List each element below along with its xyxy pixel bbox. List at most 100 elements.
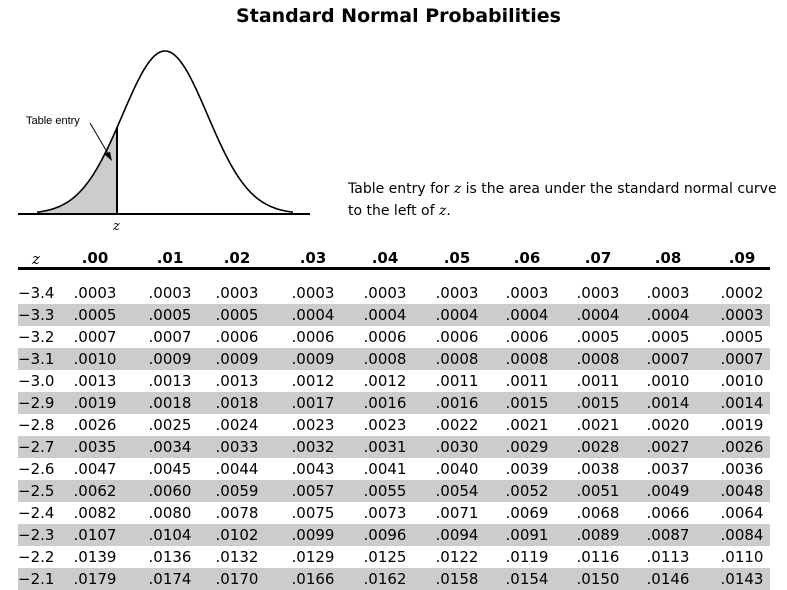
probability-cell: .0004 <box>291 306 335 324</box>
column-header: .06 <box>513 249 541 267</box>
probability-cell: .0031 <box>363 438 407 456</box>
table-row: −2.6 .0047 .0045 .0044 .0043 .0041 .0040 .0039.… <box>18 458 770 480</box>
probability-cell: .0008 <box>435 350 479 368</box>
probability-cell: .0073 <box>363 504 407 522</box>
table-row: −2.9 .0019 .0018 .0018 .0017 .0016 .0016 .0015.… <box>18 392 770 414</box>
table-row: −2.2 .0139 .0136 .0132 .0129 .0125 .0122 .0119.… <box>18 546 770 568</box>
z-value: −2.4 <box>18 504 55 522</box>
table-row: −3.3 .0005 .0005 .0005 .0004 .0004 .0004 .0004.… <box>18 304 770 326</box>
probability-cell: .0071 <box>435 504 479 522</box>
probability-cell: .0129 <box>291 548 335 566</box>
probability-cell: .0139 <box>73 548 117 566</box>
probability-cell: .0005 <box>576 328 620 346</box>
probability-cell: .0023 <box>291 416 335 434</box>
probability-cell: .0080 <box>148 504 192 522</box>
probability-cell: .0024 <box>215 416 259 434</box>
probability-cell: .0055 <box>363 482 407 500</box>
probability-cell: .0026 <box>720 438 764 456</box>
probability-cell: .0010 <box>720 372 764 390</box>
z-value: −2.3 <box>18 526 55 544</box>
annotation-arrow <box>89 122 111 158</box>
caption-text: . <box>446 203 451 219</box>
probability-cell: .0003 <box>505 284 549 302</box>
table-row: −3.2 .0007 .0007 .0006 .0006 .0006 .0006 .0006.… <box>18 326 770 348</box>
probability-cell: .0003 <box>435 284 479 302</box>
probability-cell: .0094 <box>435 526 479 544</box>
probability-cell: .0007 <box>646 350 690 368</box>
probability-cell: .0150 <box>576 570 620 588</box>
column-header: .05 <box>443 249 471 267</box>
probability-cell: .0143 <box>720 570 764 588</box>
probability-cell: .0029 <box>505 438 549 456</box>
probability-cell: .0008 <box>576 350 620 368</box>
z-value: −3.1 <box>18 350 55 368</box>
probability-cell: .0013 <box>215 372 259 390</box>
column-header: .09 <box>728 249 756 267</box>
probability-cell: .0008 <box>363 350 407 368</box>
caption-text: is the area under the standard normal cu… <box>461 181 777 197</box>
probability-cell: .0048 <box>720 482 764 500</box>
probability-cell: .0004 <box>363 306 407 324</box>
probability-cell: .0003 <box>363 284 407 302</box>
table-row: −2.1 .0179 .0174 .0170 .0166 .0162 .0158 .0154.… <box>18 568 770 590</box>
probability-cell: .0018 <box>215 394 259 412</box>
probability-cell: .0104 <box>148 526 192 544</box>
probability-cell: .0027 <box>646 438 690 456</box>
probability-cell: .0003 <box>215 284 259 302</box>
probability-cell: .0102 <box>215 526 259 544</box>
probability-cell: .0035 <box>73 438 117 456</box>
probability-cell: .0006 <box>505 328 549 346</box>
z-value: −2.1 <box>18 570 55 588</box>
probability-cell: .0006 <box>291 328 335 346</box>
probability-cell: .0113 <box>646 548 690 566</box>
probability-cell: .0005 <box>148 306 192 324</box>
probability-cell: .0032 <box>291 438 335 456</box>
probability-cell: .0015 <box>505 394 549 412</box>
table-header: z .00 .01 .02 .03 .04 .05 .06 .07 .08 .09 <box>18 248 770 270</box>
probability-cell: .0060 <box>148 482 192 500</box>
probability-cell: .0015 <box>576 394 620 412</box>
caption-z: z <box>439 203 447 219</box>
probability-cell: .0045 <box>148 460 192 478</box>
probability-cell: .0043 <box>291 460 335 478</box>
probability-cell: .0003 <box>576 284 620 302</box>
caption-line-2: to the left of z. <box>348 200 778 222</box>
probability-cell: .0021 <box>505 416 549 434</box>
probability-cell: .0166 <box>291 570 335 588</box>
probability-cell: .0110 <box>720 548 764 566</box>
probability-cell: .0039 <box>505 460 549 478</box>
table-row: −2.4 .0082 .0080 .0078 .0075 .0073 .0071 .0069.… <box>18 502 770 524</box>
table-row: −2.8 .0026 .0025 .0024 .0023 .0023 .0022 .0021.… <box>18 414 770 436</box>
normal-curve-figure: Table entry z <box>18 50 310 234</box>
probability-cell: .0003 <box>720 306 764 324</box>
probability-cell: .0006 <box>435 328 479 346</box>
z-axis-label: z <box>112 219 120 234</box>
probability-cell: .0059 <box>215 482 259 500</box>
probability-cell: .0037 <box>646 460 690 478</box>
probability-cell: .0012 <box>291 372 335 390</box>
probability-cell: .0082 <box>73 504 117 522</box>
column-header: .07 <box>584 249 612 267</box>
table-row: −2.7 .0035 .0034 .0033 .0032 .0031 .0030 .0029.… <box>18 436 770 458</box>
z-value: −3.0 <box>18 372 55 390</box>
probability-cell: .0005 <box>215 306 259 324</box>
normal-curve <box>36 50 294 213</box>
probability-cell: .0010 <box>646 372 690 390</box>
probability-cell: .0003 <box>646 284 690 302</box>
probability-cell: .0162 <box>363 570 407 588</box>
shaded-area <box>37 127 117 214</box>
probability-cell: .0004 <box>646 306 690 324</box>
probability-cell: .0096 <box>363 526 407 544</box>
probability-cell: .0099 <box>291 526 335 544</box>
z-value: −3.2 <box>18 328 55 346</box>
probability-cell: .0049 <box>646 482 690 500</box>
probability-cell: .0013 <box>73 372 117 390</box>
probability-cell: .0007 <box>720 350 764 368</box>
probability-cell: .0003 <box>148 284 192 302</box>
z-value: −2.7 <box>18 438 55 456</box>
z-value: −2.2 <box>18 548 55 566</box>
probability-cell: .0116 <box>576 548 620 566</box>
probability-cell: .0158 <box>435 570 479 588</box>
probability-cell: .0008 <box>505 350 549 368</box>
probability-cell: .0146 <box>646 570 690 588</box>
